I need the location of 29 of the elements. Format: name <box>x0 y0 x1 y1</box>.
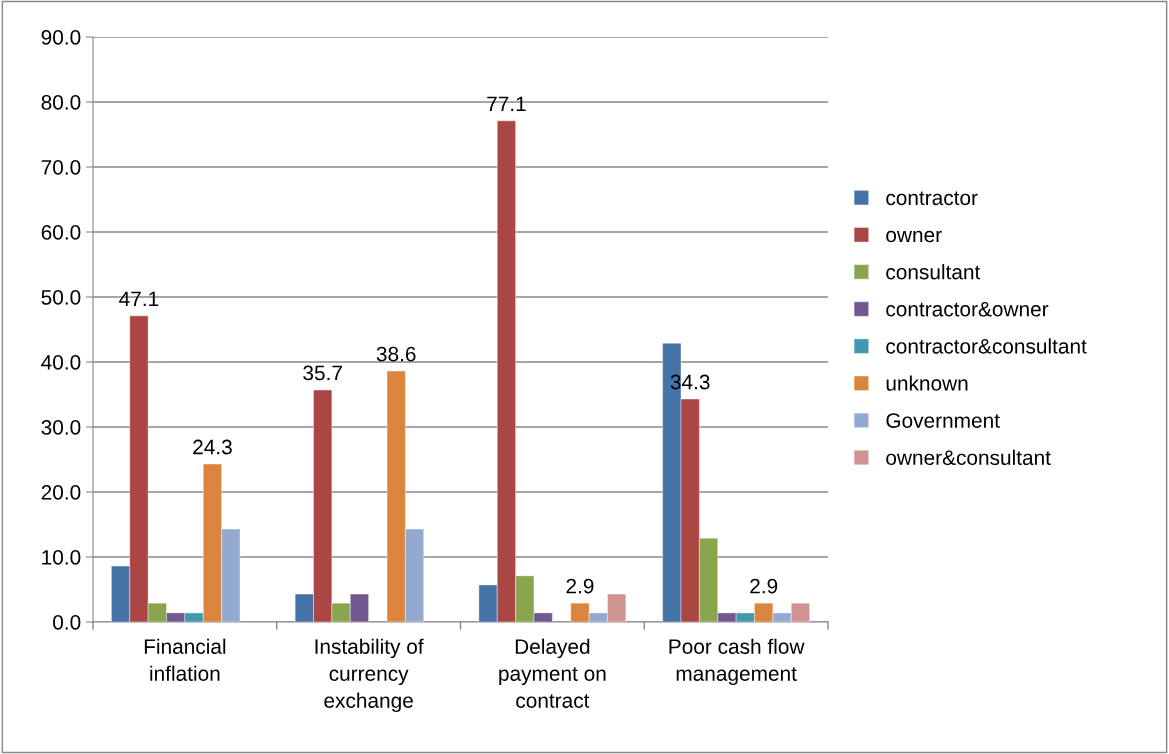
y-tick-label: 80.0 <box>41 95 81 110</box>
data-label: 2.9 <box>750 578 778 594</box>
y-tick-label: 60.0 <box>41 225 81 240</box>
data-label: 77.1 <box>487 96 526 111</box>
y-tick-label: 30.0 <box>41 420 81 435</box>
x-tick-label: Poor cash flow management <box>669 638 805 686</box>
legend-label: consultant <box>886 264 981 280</box>
y-tick-label: 50.0 <box>41 290 81 305</box>
legend-label: contractor <box>886 191 978 206</box>
x-tick-label: Instability of currency exchange <box>315 638 424 713</box>
y-tick-label: 40.0 <box>41 355 81 370</box>
legend-label: Government <box>886 413 1000 428</box>
x-tick-label: Financial inflation <box>144 638 226 681</box>
data-label: 38.6 <box>376 346 416 362</box>
data-label: 2.9 <box>566 578 594 594</box>
legend-label: owner&consultant <box>886 449 1051 466</box>
data-label: 35.7 <box>303 365 342 381</box>
data-label: 24.3 <box>193 439 232 455</box>
y-tick-label: 90.0 <box>41 30 81 45</box>
legend-label: contractor&consultant <box>886 338 1087 354</box>
y-tick-label: 10.0 <box>42 550 81 565</box>
legend-label: contractor&owner <box>886 301 1049 317</box>
y-tick-label: 70.0 <box>41 160 81 175</box>
legend-label: owner <box>886 230 942 243</box>
legend-label: unknown <box>886 375 968 391</box>
y-tick-label: 0.0 <box>53 615 81 630</box>
x-tick-label: Delayed payment on contract <box>499 638 606 708</box>
data-label: 47.1 <box>119 291 159 306</box>
y-tick-label: 20.0 <box>41 485 81 500</box>
